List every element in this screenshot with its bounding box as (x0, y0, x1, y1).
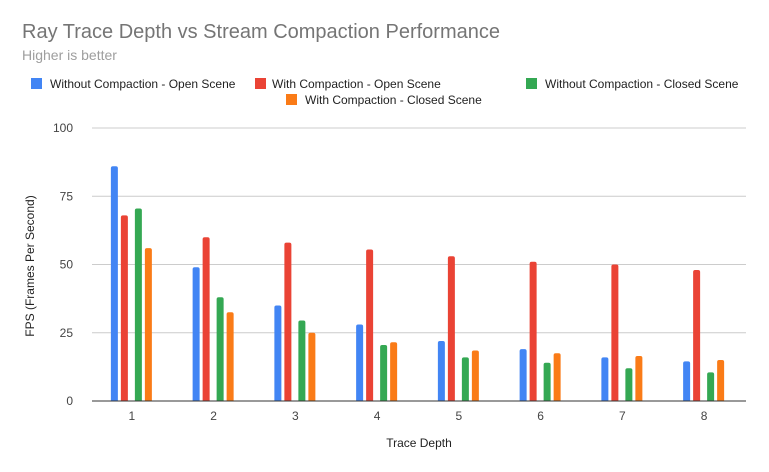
y-axis-title: FPS (Frames Per Second) (23, 195, 37, 336)
y-tick-label: 25 (60, 326, 74, 340)
x-tick-label: 7 (619, 409, 626, 423)
legend-label-2: Without Compaction - Closed Scene (545, 77, 739, 91)
y-tick-label: 50 (60, 258, 74, 272)
chart-subtitle: Higher is better (22, 47, 117, 63)
bar-series-1-category-7 (611, 264, 619, 401)
x-tick-label: 8 (701, 409, 708, 423)
legend-label-3: With Compaction - Closed Scene (305, 93, 482, 107)
x-tick-label: 6 (537, 409, 544, 423)
bars (110, 166, 725, 401)
bar-series-1-category-1 (120, 215, 128, 401)
bar-series-0-category-3 (274, 305, 282, 401)
x-axis-ticks: 1 2 3 4 5 6 7 8 (129, 409, 708, 423)
bar-series-3-category-2 (226, 312, 234, 401)
bar-series-0-category-5 (437, 340, 445, 401)
bar-series-3-category-5 (471, 350, 479, 401)
bar-series-1-category-5 (447, 256, 455, 401)
x-tick-label: 1 (129, 409, 136, 423)
legend-swatch-1 (255, 78, 266, 89)
bar-series-2-category-1 (134, 208, 142, 401)
legend-label-0: Without Compaction - Open Scene (50, 77, 236, 91)
bar-series-1-category-6 (529, 261, 537, 401)
y-tick-label: 75 (60, 189, 74, 203)
bar-series-1-category-3 (284, 242, 292, 401)
legend-swatch-0 (31, 78, 42, 89)
bar-series-3-category-6 (553, 353, 561, 401)
bar-series-2-category-3 (298, 320, 306, 401)
bar-series-1-category-2 (202, 237, 210, 401)
y-tick-label: 100 (53, 121, 73, 135)
legend: Without Compaction - Open Scene With Com… (31, 77, 739, 107)
bar-series-0-category-1 (110, 166, 118, 401)
bar-series-3-category-3 (308, 332, 316, 401)
bar-series-2-category-4 (380, 345, 388, 401)
bar-series-3-category-1 (144, 248, 152, 401)
x-axis-title: Trace Depth (386, 436, 452, 450)
bar-series-0-category-7 (601, 357, 609, 401)
x-tick-label: 2 (210, 409, 217, 423)
bar-series-3-category-4 (390, 342, 398, 401)
bar-series-0-category-4 (356, 324, 364, 401)
x-tick-label: 3 (292, 409, 299, 423)
chart-title: Ray Trace Depth vs Stream Compaction Per… (22, 21, 500, 43)
bar-series-0-category-8 (683, 361, 691, 401)
bar-series-0-category-6 (519, 349, 527, 401)
bar-series-2-category-5 (461, 357, 469, 401)
legend-label-1: With Compaction - Open Scene (272, 77, 441, 91)
legend-swatch-3 (286, 94, 297, 105)
bar-series-1-category-8 (693, 269, 701, 401)
bar-series-3-category-7 (635, 355, 643, 401)
bar-series-3-category-8 (717, 360, 725, 401)
bar-series-2-category-7 (625, 368, 633, 401)
x-tick-label: 4 (374, 409, 381, 423)
y-tick-label: 0 (66, 394, 73, 408)
bar-series-2-category-6 (543, 362, 551, 401)
bar-series-2-category-8 (707, 372, 715, 401)
bar-series-1-category-4 (366, 249, 374, 401)
bar-series-0-category-2 (192, 267, 200, 401)
gridlines (92, 127, 746, 334)
x-tick-label: 5 (456, 409, 463, 423)
legend-swatch-2 (526, 78, 537, 89)
y-axis-ticks: 0 25 50 75 100 (53, 121, 73, 408)
bar-series-2-category-2 (216, 297, 224, 401)
